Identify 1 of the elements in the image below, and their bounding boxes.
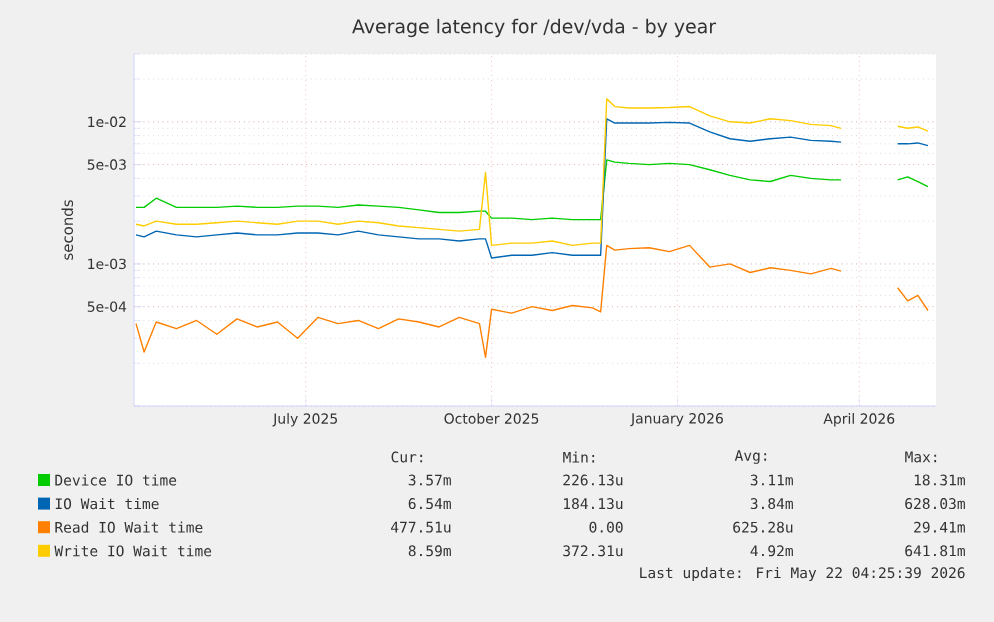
chart-title: Average latency for /dev/vda - by year [352,18,717,38]
